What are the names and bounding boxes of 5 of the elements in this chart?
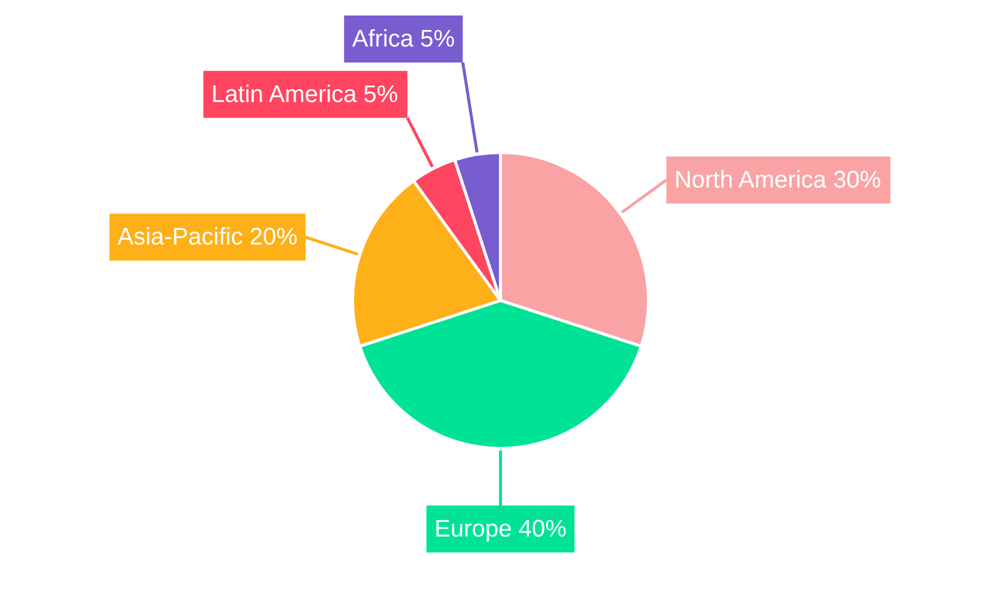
slice-label: North America 30% — [674, 166, 882, 194]
slice-label: Latin America 5% — [211, 80, 398, 108]
slice-label: Asia-Pacific 20% — [117, 224, 298, 251]
slice-label: Europe 40% — [434, 516, 567, 542]
slice-label: Africa 5% — [352, 25, 455, 52]
